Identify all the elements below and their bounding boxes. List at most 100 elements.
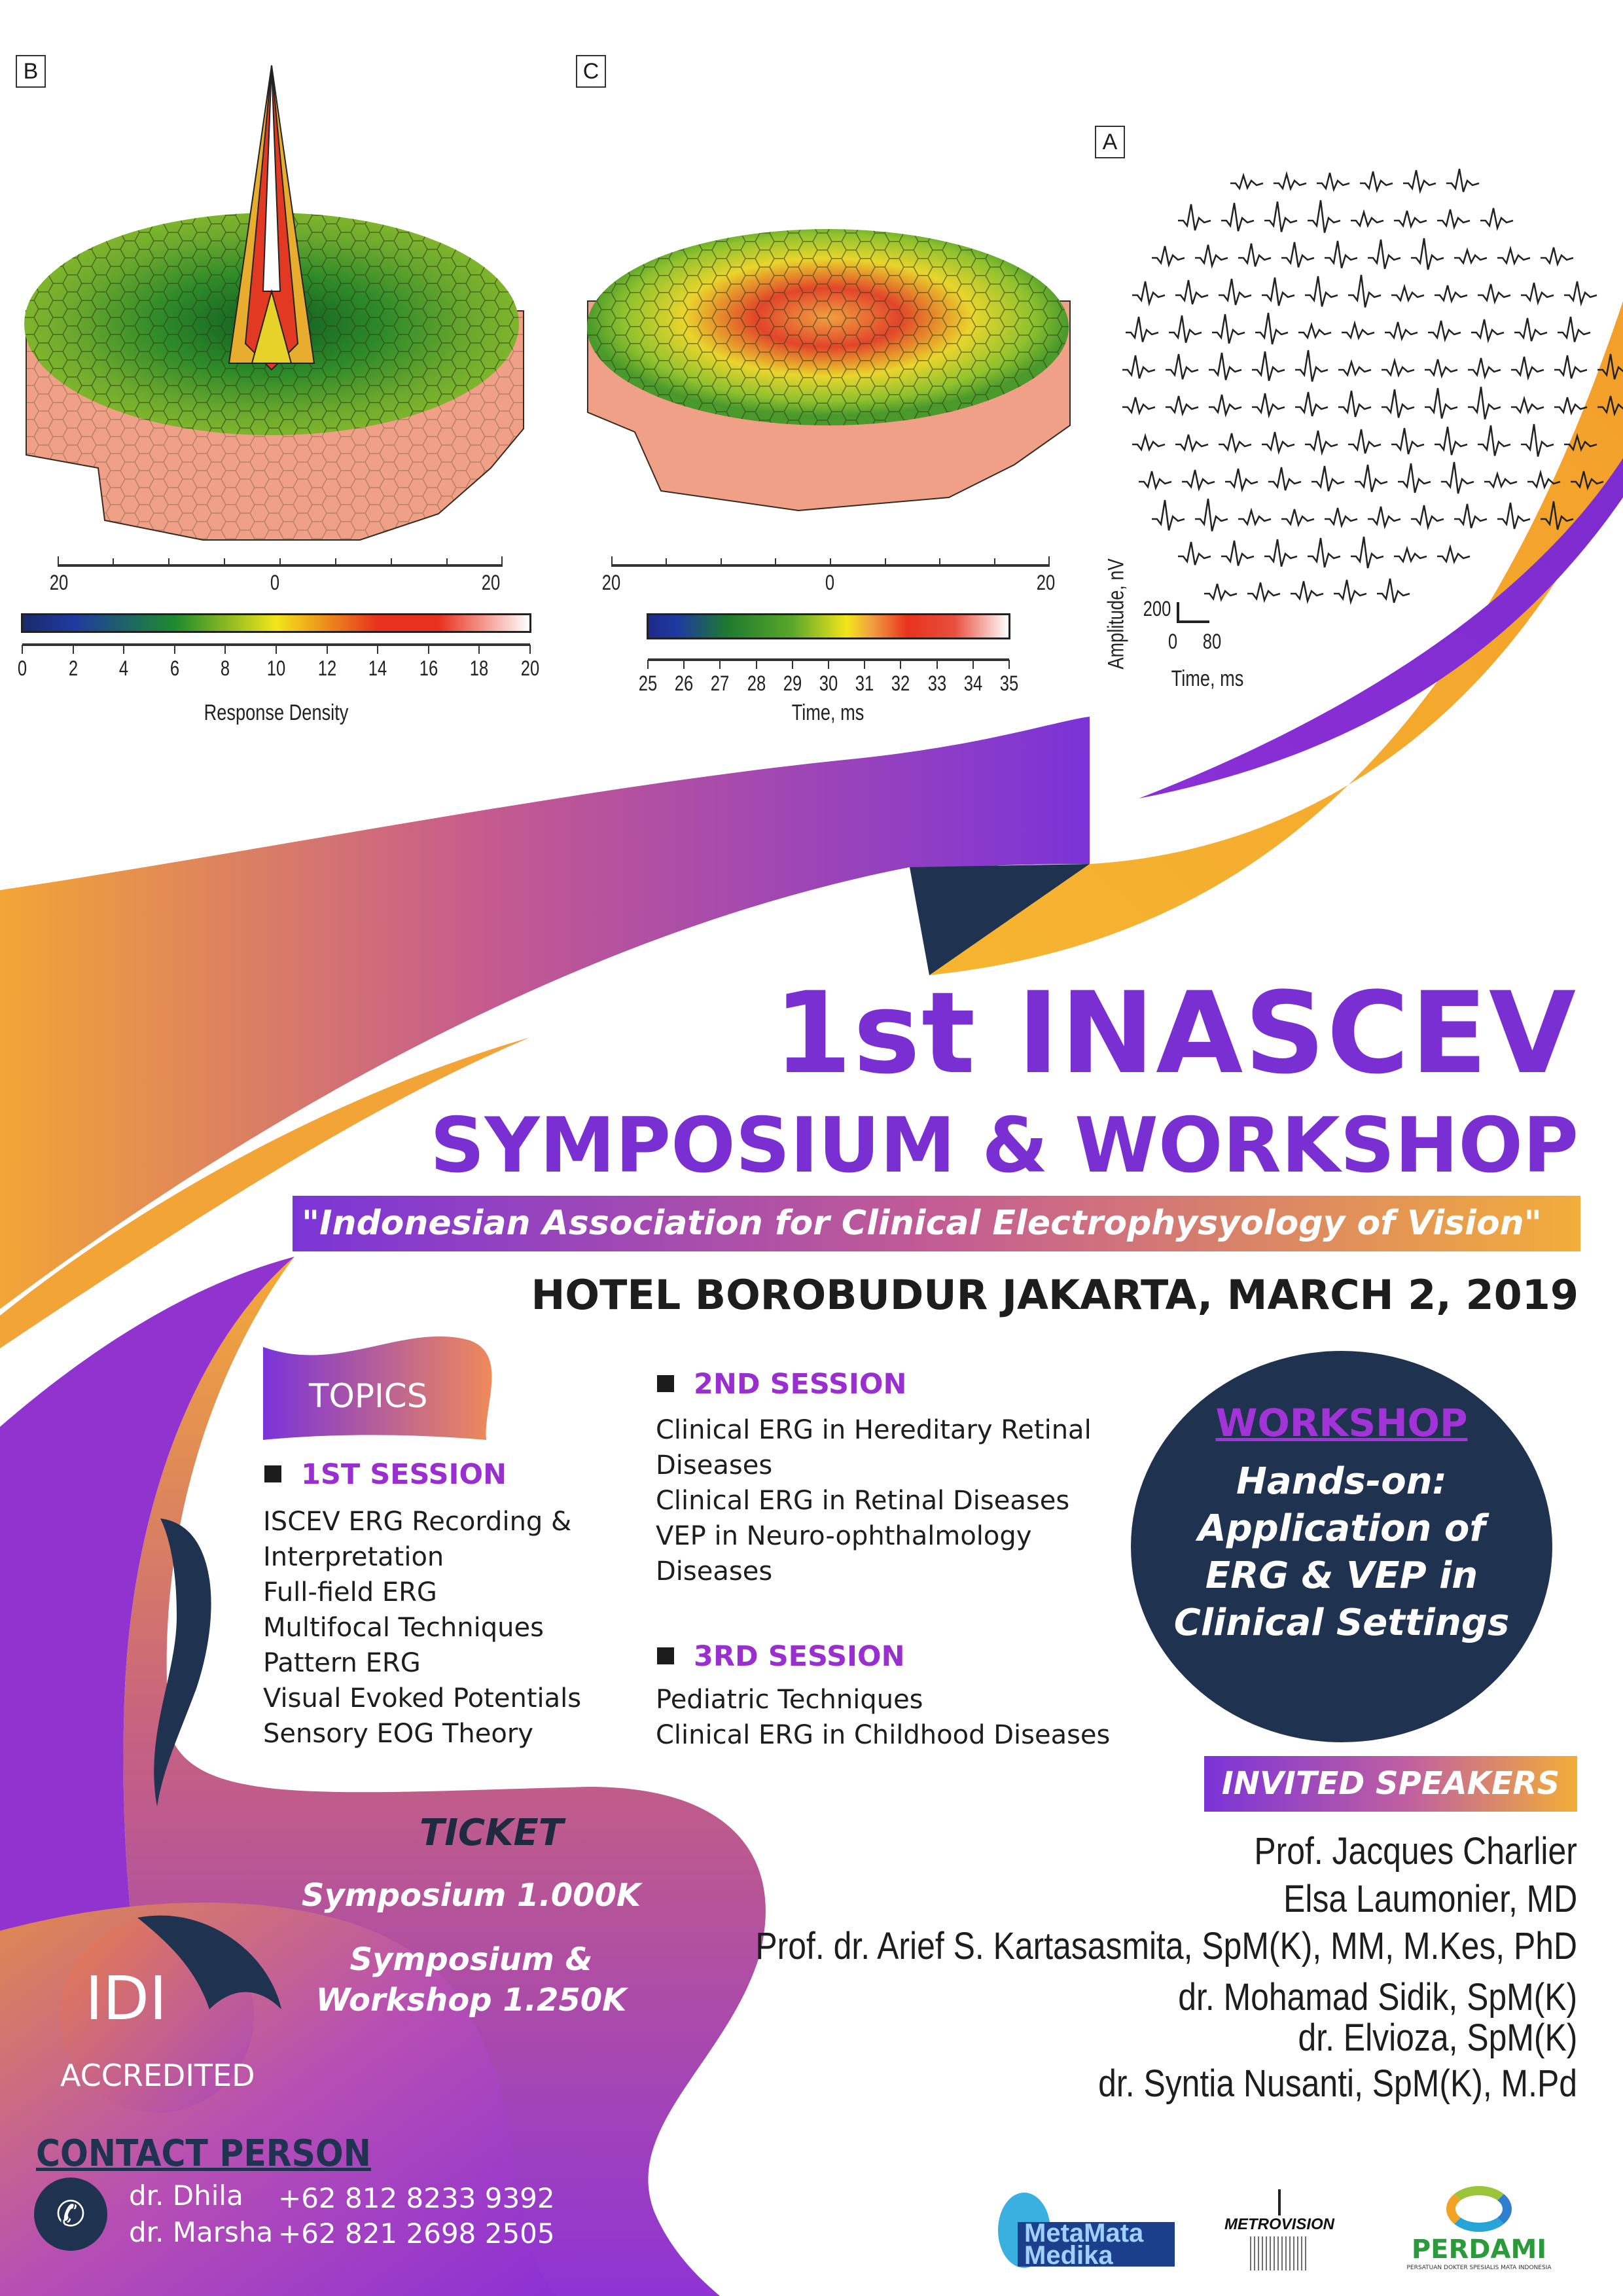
waveform-trace [1484,471,1518,489]
chart-b-axis-tick: 20 [49,571,69,594]
speaker-name: Elsa Laumonier, MD [1283,1878,1577,1920]
waveform-trace [1122,397,1156,416]
chart-c-surface [587,229,1071,512]
waveform-trace [1382,389,1415,418]
waveform-trace [1478,425,1511,456]
chart-a-scale-time-start: 0 [1168,630,1178,653]
invited-speakers-label: INVITED SPEAKERS [1204,1756,1577,1812]
waveform-trace [1554,397,1588,416]
session-topic-item: Diseases [656,1556,773,1587]
waveform-trace [1298,321,1332,340]
waveform-trace [1437,544,1471,564]
waveform-trace [1446,168,1480,192]
waveform-trace [1391,283,1425,303]
waveform-trace [1264,201,1298,232]
sponsor-logo-metamata: MetaMata Medika [998,2193,1175,2268]
chart-b-axis-tick: 20 [481,571,501,594]
session-title-text: 1ST SESSION [301,1458,507,1491]
colorbar-tick-mark [173,645,175,654]
colorbar-tick-mark [377,645,379,654]
waveform-trace [1166,395,1199,417]
speaker-name: dr. Mohamad Sidik, SpM(K) [1178,1976,1577,2018]
waveform-trace [1252,393,1285,419]
colorbar-tick-mark [224,645,226,654]
colorbar-tick-mark [828,660,829,669]
waveform-trace [1308,200,1341,233]
colorbar-tick-label: 6 [169,656,179,680]
topics-label: TOPICS [309,1377,428,1415]
waveform-trace [1425,359,1458,379]
waveform-trace [1195,244,1228,269]
waveform-trace [1478,283,1511,305]
waveform-trace [1219,278,1252,306]
waveform-trace [1291,581,1324,604]
session-topic-item: Clinical ERG in Childhood Diseases [656,1720,1111,1750]
waveform-trace [1471,319,1505,344]
colorbar-tick-mark [72,645,74,654]
waveform-trace [1182,469,1215,492]
panel-label-c: C [576,55,606,88]
session-topic-item: Clinical ERG in Retinal Diseases [656,1486,1070,1516]
colorbar-tick-mark [719,660,721,669]
chart-a-scale-bar [1177,602,1209,623]
waveform-trace [1311,465,1345,492]
perdami-eye-icon [1446,2186,1512,2232]
waveform-trace [1437,209,1471,230]
chart-b-colorbar-label: Response Density [204,700,349,725]
bullet-square-icon [264,1465,281,1482]
colorbar-tick-label: 16 [419,656,438,680]
colorbar-tick-mark [123,645,125,654]
waveform-trace [1152,499,1185,531]
session-topic-item: Full-field ERG [263,1577,437,1607]
chart-b-colorbar [21,613,531,633]
chart-a-ylabel: Amplitude, nV [1103,558,1129,670]
waveform-trace [1238,243,1272,267]
waveform-trace [1178,541,1211,565]
colorbar-tick-label: 14 [368,656,387,680]
chart-c-axis [611,556,1050,567]
contact-name: dr. Dhila [129,2179,243,2212]
session-topic-item: Pattern ERG [263,1648,421,1678]
session-topic-item: Multifocal Techniques [263,1613,544,1643]
speaker-name: dr. Elvioza, SpM(K) [1298,2017,1577,2059]
colorbar-tick-mark [936,660,938,669]
waveform-trace [1554,355,1588,379]
sponsor-name: PERDAMI [1411,2234,1547,2265]
session-topic-item: VEP in Neuro-ophthalmology [656,1521,1032,1551]
workshop-line: ERG & VEP in [1205,1554,1478,1597]
waveform-trace [1564,433,1597,452]
waveform-trace [1126,316,1159,342]
waveform-trace [1368,239,1401,270]
workshop-line: Hands-on: [1236,1460,1447,1503]
waveform-trace [1221,202,1255,232]
top-ribbon [0,717,1090,1309]
bullet-square-icon [657,1375,674,1392]
colorbar-tick-label: 12 [317,656,336,680]
chart-a-scale-amplitude: 200 [1143,597,1171,620]
sponsor-name: MetaMata Medika [1018,2222,1175,2267]
waveform-trace [1480,207,1514,231]
chart-c-colorbar [647,613,1010,639]
waveform-trace [1268,467,1302,491]
colorbar-tick-label: 35 [999,672,1019,695]
waveform-trace [1497,245,1531,266]
phone-icon: ✆ [34,2178,107,2251]
waveform-trace [1262,277,1295,306]
colorbar-tick-label: 33 [927,672,946,695]
idi-logo-text: IDI [85,1964,168,2034]
session-2-items: Clinical ERG in Hereditary Retinal Diseas… [656,1412,1092,1589]
chart-c-axis-tick: 0 [825,571,835,594]
waveform-trace [1368,506,1401,529]
waveform-trace [1454,503,1488,529]
contact-phone[interactable]: +62 821 2698 2505 [278,2217,555,2250]
ticket-workshop-price: Workshop 1.250K [315,1982,627,2018]
waveform-trace [1175,434,1209,453]
waveform-trace [1221,540,1255,566]
waveform-trace [1169,315,1202,343]
event-title: 1st INASCEV [774,967,1577,1099]
waveform-trace [1132,433,1166,452]
waveform-trace [1305,276,1338,307]
contact-phone[interactable]: +62 812 8233 9392 [278,2182,555,2214]
sponsor-logo-metrovision: METROVISION [1214,2189,1345,2270]
waveform-trace [1411,505,1444,531]
